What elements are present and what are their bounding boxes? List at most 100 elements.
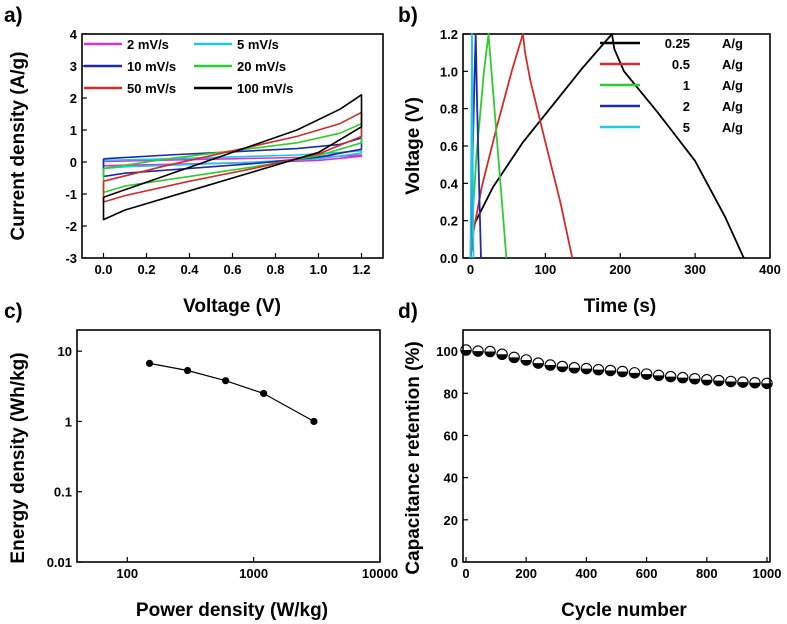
panel-a-legend-label: 100 mV/s (237, 81, 293, 96)
panel-d-marker-outline (580, 362, 593, 375)
panel-d-marker-outline (664, 370, 677, 383)
panel-b-xtick-label: 400 (759, 262, 781, 277)
panel-b-legend-unit: A/g (722, 57, 743, 72)
panel-label-a: a) (4, 4, 23, 27)
panel-d-ytick-label: 100 (436, 344, 458, 359)
panel-label-b: b) (398, 4, 418, 27)
panel-b-legend-unit: A/g (722, 99, 743, 114)
panel-a-xtick-label: 0.2 (137, 262, 155, 277)
panel-d-retention-point (592, 363, 605, 376)
panel-c-ylabel: Energy density (Wh/kg) (8, 352, 29, 563)
panel-d-retention-point (689, 372, 701, 385)
panel-d-retention-point (761, 377, 773, 390)
panel-b-ytick-label: 0.8 (440, 102, 458, 117)
panel-d-ytick-label: 40 (444, 471, 458, 486)
panel-a-legend-label: 5 mV/s (237, 37, 279, 52)
panel-a-xtick-label: 0.4 (180, 262, 199, 277)
panel-b-legend-value: 0.25 (665, 36, 690, 51)
panel-d-marker-outline (532, 357, 544, 369)
panel-a-legend-label: 50 mV/s (127, 81, 176, 96)
panel-b-gcd-curve-5 (469, 33, 475, 259)
panel-d-retention-point (676, 371, 689, 384)
panel-d-retention-point (520, 354, 532, 366)
panel-c-ragone-plot: 100 1000 10000 0.01 0.1 1 10 (47, 329, 398, 581)
panel-b-xtick-label: 100 (535, 262, 557, 277)
panel-a-ytick-label: 0 (70, 155, 77, 170)
panel-d-retention-point (652, 369, 665, 382)
panel-d-plot-frame (462, 329, 771, 563)
panel-d-retention-point (556, 360, 569, 373)
panel-d-marker-outline (556, 360, 569, 373)
panel-c-xtick-label: 10000 (362, 566, 398, 581)
panel-d-marker-outline (508, 351, 520, 364)
panel-d-retention-point (604, 364, 617, 377)
panel-a-ylabel: Current density (A/g) (8, 52, 29, 241)
panel-a-xtick-label: 0.8 (266, 262, 284, 277)
panel-d-retention-point (725, 375, 737, 388)
panel-b-ytick-label: 0.6 (440, 139, 458, 154)
panel-d-marker-outline (676, 371, 689, 384)
panel-d-marker-outline (604, 364, 617, 377)
panel-d-retention-point (496, 348, 508, 361)
panel-label-c: c) (4, 300, 23, 323)
panel-d-marker-outline (628, 367, 641, 379)
panel-d-marker-outline (568, 362, 581, 374)
panel-d-marker-outline (701, 374, 713, 386)
panel-a-legend-label: 10 mV/s (127, 59, 176, 74)
panel-a-ytick-label: -3 (65, 251, 77, 266)
panel-d-marker-outline (460, 344, 472, 356)
panel-d-retention-point (532, 357, 544, 369)
panel-c-ytick-label: 0.01 (47, 555, 72, 570)
panel-c-ytick-label: 10 (58, 344, 72, 359)
panel-d-marker-outline (496, 348, 508, 361)
panel-d-marker-outline (713, 374, 725, 387)
panel-a-legend-label: 2 mV/s (127, 37, 169, 52)
panel-b-xtick-label: 0 (467, 262, 474, 277)
panel-c-xtick-label: 100 (116, 566, 138, 581)
panel-b-legend-value: 5 (683, 120, 690, 135)
panel-a-cv-loop-50 (102, 111, 363, 203)
panel-a-xtick-label: 1.2 (352, 262, 370, 277)
panel-d-marker-outline (520, 354, 532, 366)
panel-d-xtick-label: 600 (636, 566, 658, 581)
panel-d-retention-point (664, 370, 677, 383)
panel-c-ragone-point (310, 417, 318, 426)
panel-d-ylabel: Capacitance retention (%) (403, 341, 424, 574)
panel-b-legend-unit: A/g (722, 78, 743, 93)
panel-d-ytick-label: 60 (444, 428, 458, 443)
panel-d-xtick-label: 200 (515, 566, 537, 581)
panel-c-ragone-line (149, 362, 315, 422)
panel-b-legend-value: 2 (683, 99, 690, 114)
panel-b-gcd-plot: 0 100 200 300 400 0.0 0.2 0.4 0.6 0.8 1.0 1.2 0.25 A/… (440, 27, 781, 277)
panel-a-cv-loop-100 (102, 94, 363, 221)
panel-b-ytick-label: 0.2 (440, 214, 458, 229)
panel-d-xtick-label: 800 (696, 566, 718, 581)
panel-c-ragone-point (183, 366, 192, 375)
panel-a-xtick-label: 0.0 (94, 262, 112, 277)
panel-d-retention-point (640, 368, 653, 380)
panel-d-retention-point (713, 374, 725, 387)
panel-b-ytick-label: 0.4 (440, 176, 459, 191)
panel-d-marker-outline (749, 376, 761, 389)
panel-d-marker-outline (737, 376, 749, 388)
panel-label-d: d) (398, 300, 418, 323)
panel-a-xtick-label: 0.6 (223, 262, 241, 277)
panel-d-xlabel: Cycle number (561, 600, 687, 621)
panel-d-marker-outline (544, 359, 557, 371)
panel-d-marker-outline (616, 365, 629, 378)
panel-b-ytick-label: 1.2 (440, 27, 458, 42)
panel-a-ytick-label: 1 (70, 123, 77, 138)
panel-a-cv-loop-5 (102, 150, 363, 170)
panel-a-legend-label: 20 mV/s (237, 59, 286, 74)
panel-d-xtick-label: 1000 (753, 566, 782, 581)
panel-a-xtick-label: 1.0 (309, 262, 327, 277)
panel-d-marker-outline (640, 368, 653, 380)
panel-b-gcd-curve-1 (469, 33, 508, 259)
panel-b-legend-unit: A/g (722, 120, 743, 135)
panel-a-ytick-label: 3 (70, 59, 77, 74)
panel-d-marker-outline (761, 377, 773, 390)
panel-d-marker-outline (725, 375, 737, 388)
panel-d-ytick-label: 0 (451, 555, 458, 570)
panel-c-ytick-label: 1 (65, 414, 72, 429)
